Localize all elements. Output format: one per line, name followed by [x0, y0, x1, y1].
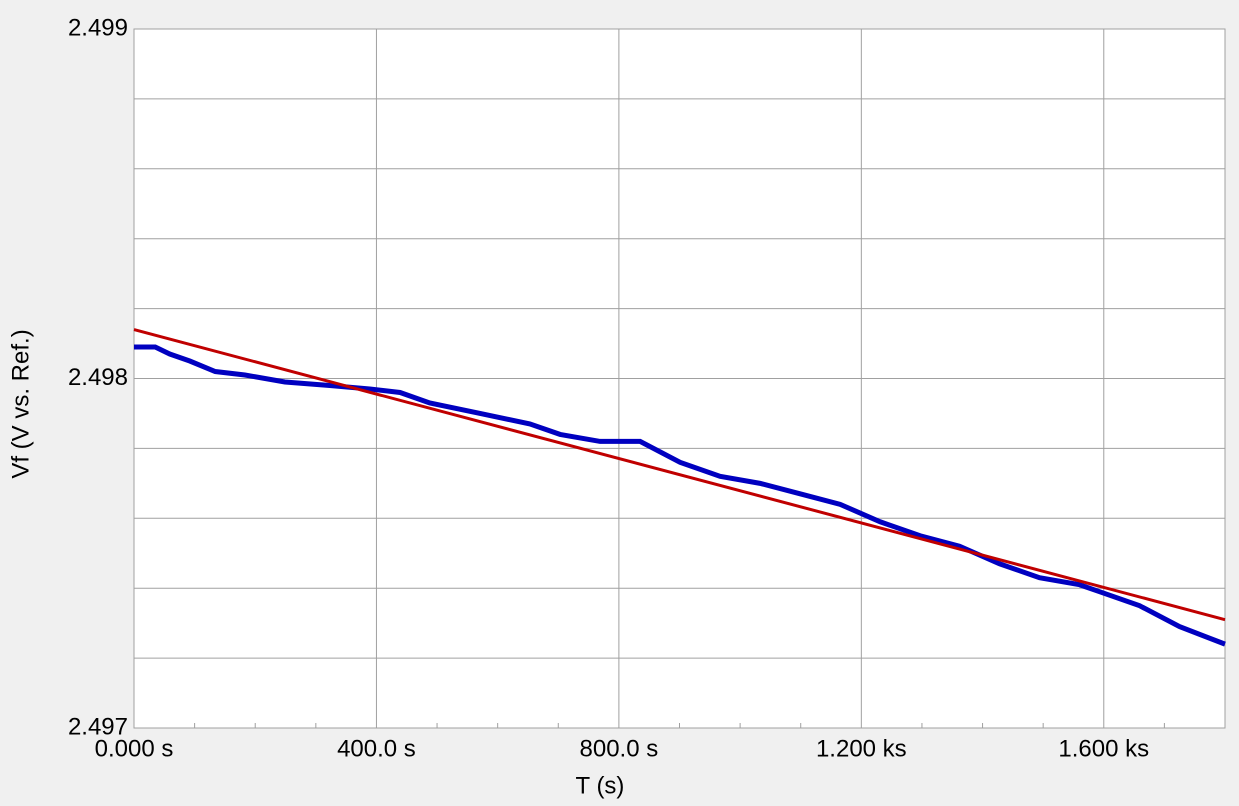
- data-line: [134, 344, 1226, 647]
- y-tick-label: 2.499: [68, 14, 128, 41]
- x-axis-label: T (s): [576, 772, 625, 799]
- y-tick-label: 2.498: [68, 364, 128, 391]
- data-line: [133, 328, 1226, 622]
- x-tick-label: 400.0 s: [337, 735, 416, 762]
- y-axis-label: Vf (V vs. Ref.): [7, 329, 34, 478]
- x-tick-label: 0.000 s: [95, 735, 174, 762]
- x-tick-label: 800.0 s: [580, 735, 659, 762]
- y-tick-label: 2.497: [68, 713, 128, 740]
- x-tick-label: 1.600 ks: [1058, 735, 1149, 762]
- x-tick-label: 1.200 ks: [816, 735, 907, 762]
